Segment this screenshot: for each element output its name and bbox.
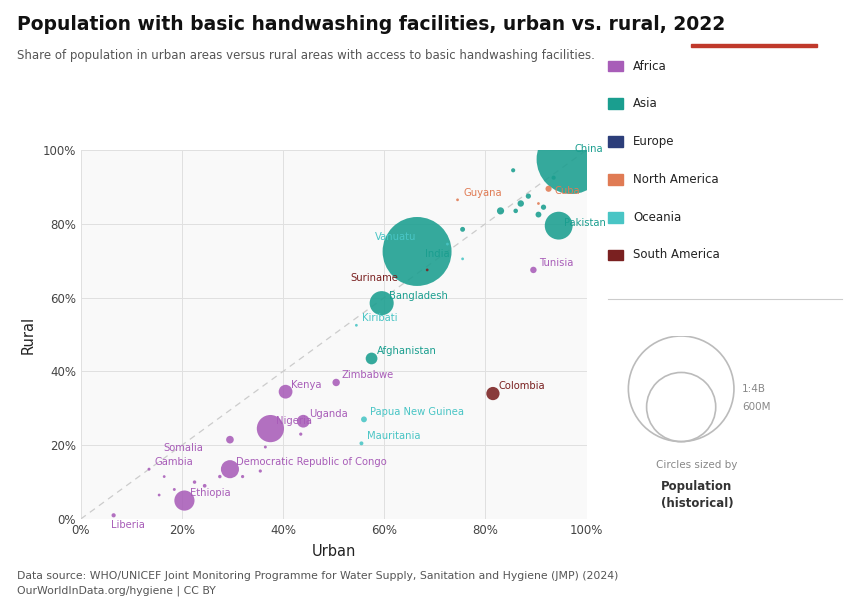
Point (531, 199, 545, 208)
Point (235, 472, 249, 481)
Text: Guyana: Guyana (463, 188, 502, 197)
Point (514, 199, 528, 208)
Point (531, 210, 545, 220)
Point (152, 490, 166, 500)
Point (486, 389, 500, 398)
Text: Kiribati: Kiribati (362, 313, 398, 323)
Point (375, 298, 388, 308)
Point (552, 221, 565, 230)
Text: Africa: Africa (633, 59, 667, 73)
Point (188, 478, 201, 487)
Point (279, 387, 292, 397)
Point (354, 439, 368, 448)
Text: Our World: Our World (724, 13, 784, 23)
Y-axis label: Rural: Rural (20, 316, 36, 353)
Point (297, 416, 310, 426)
Text: Share of population in urban areas versus rural areas with access to basic handw: Share of population in urban areas versu… (17, 49, 595, 62)
Text: Vanuatu: Vanuatu (375, 232, 416, 242)
Point (527, 265, 541, 275)
Point (157, 472, 171, 481)
Text: OurWorldInData.org/hygiene | CC BY: OurWorldInData.org/hygiene | CC BY (17, 585, 216, 595)
Point (213, 472, 227, 481)
Point (142, 464, 156, 474)
Point (329, 377, 343, 387)
Point (541, 184, 555, 194)
Point (494, 206, 507, 215)
Text: Suriname: Suriname (351, 273, 399, 283)
Text: Nigeria: Nigeria (276, 416, 312, 427)
Text: China: China (574, 144, 603, 154)
Text: Circles sized by: Circles sized by (656, 460, 738, 470)
Point (107, 511, 121, 520)
Point (198, 481, 212, 491)
Bar (692, 44, 818, 47)
Point (456, 254, 469, 263)
Text: Democratic Republic of Congo: Democratic Republic of Congo (235, 457, 386, 467)
Text: Kenya: Kenya (292, 380, 321, 389)
Point (509, 206, 523, 215)
Text: Uganda: Uganda (309, 409, 348, 419)
Point (357, 415, 371, 424)
Text: Europe: Europe (633, 135, 675, 148)
Text: 600M: 600M (742, 402, 770, 412)
Text: Liberia: Liberia (110, 520, 144, 530)
Point (264, 424, 277, 433)
Point (224, 435, 237, 445)
Text: Ethiopia: Ethiopia (190, 488, 230, 499)
Point (258, 442, 272, 452)
Point (564, 154, 578, 164)
X-axis label: Urban: Urban (311, 544, 356, 559)
Point (365, 353, 378, 363)
Point (224, 464, 237, 474)
Point (440, 239, 454, 249)
Point (536, 202, 550, 212)
Point (349, 320, 363, 330)
Text: in Data: in Data (733, 31, 775, 41)
Point (294, 430, 308, 439)
Text: Somalia: Somalia (163, 443, 203, 453)
Text: Gambia: Gambia (155, 457, 193, 467)
Point (253, 466, 267, 476)
Text: Asia: Asia (633, 97, 658, 110)
Point (456, 224, 469, 234)
Text: North America: North America (633, 173, 719, 186)
Point (411, 247, 424, 256)
Text: Population with basic handwashing facilities, urban vs. rural, 2022: Population with basic handwashing facili… (17, 15, 725, 34)
Text: Afghanistan: Afghanistan (377, 346, 437, 356)
Point (178, 496, 191, 505)
Text: Population: Population (661, 479, 733, 493)
Text: 1:4B: 1:4B (742, 384, 766, 394)
Text: Pakistan: Pakistan (564, 218, 606, 227)
Point (167, 485, 181, 494)
Text: (historical): (historical) (660, 497, 734, 510)
Text: South America: South America (633, 248, 720, 262)
Text: Tunisia: Tunisia (539, 258, 574, 268)
Point (547, 173, 560, 182)
Point (522, 191, 536, 201)
Text: Cuba: Cuba (554, 187, 580, 196)
Text: Oceania: Oceania (633, 211, 682, 224)
Text: Mauritania: Mauritania (367, 431, 421, 441)
Point (421, 265, 434, 275)
Point (507, 166, 520, 175)
Text: Colombia: Colombia (498, 382, 545, 391)
Text: Zimbabwe: Zimbabwe (342, 370, 394, 380)
Text: India: India (425, 249, 450, 259)
Text: Bangladesh: Bangladesh (388, 291, 447, 301)
Text: Papua New Guinea: Papua New Guinea (370, 407, 463, 417)
Text: Data source: WHO/UNICEF Joint Monitoring Programme for Water Supply, Sanitation : Data source: WHO/UNICEF Joint Monitoring… (17, 571, 618, 581)
Point (450, 195, 464, 205)
